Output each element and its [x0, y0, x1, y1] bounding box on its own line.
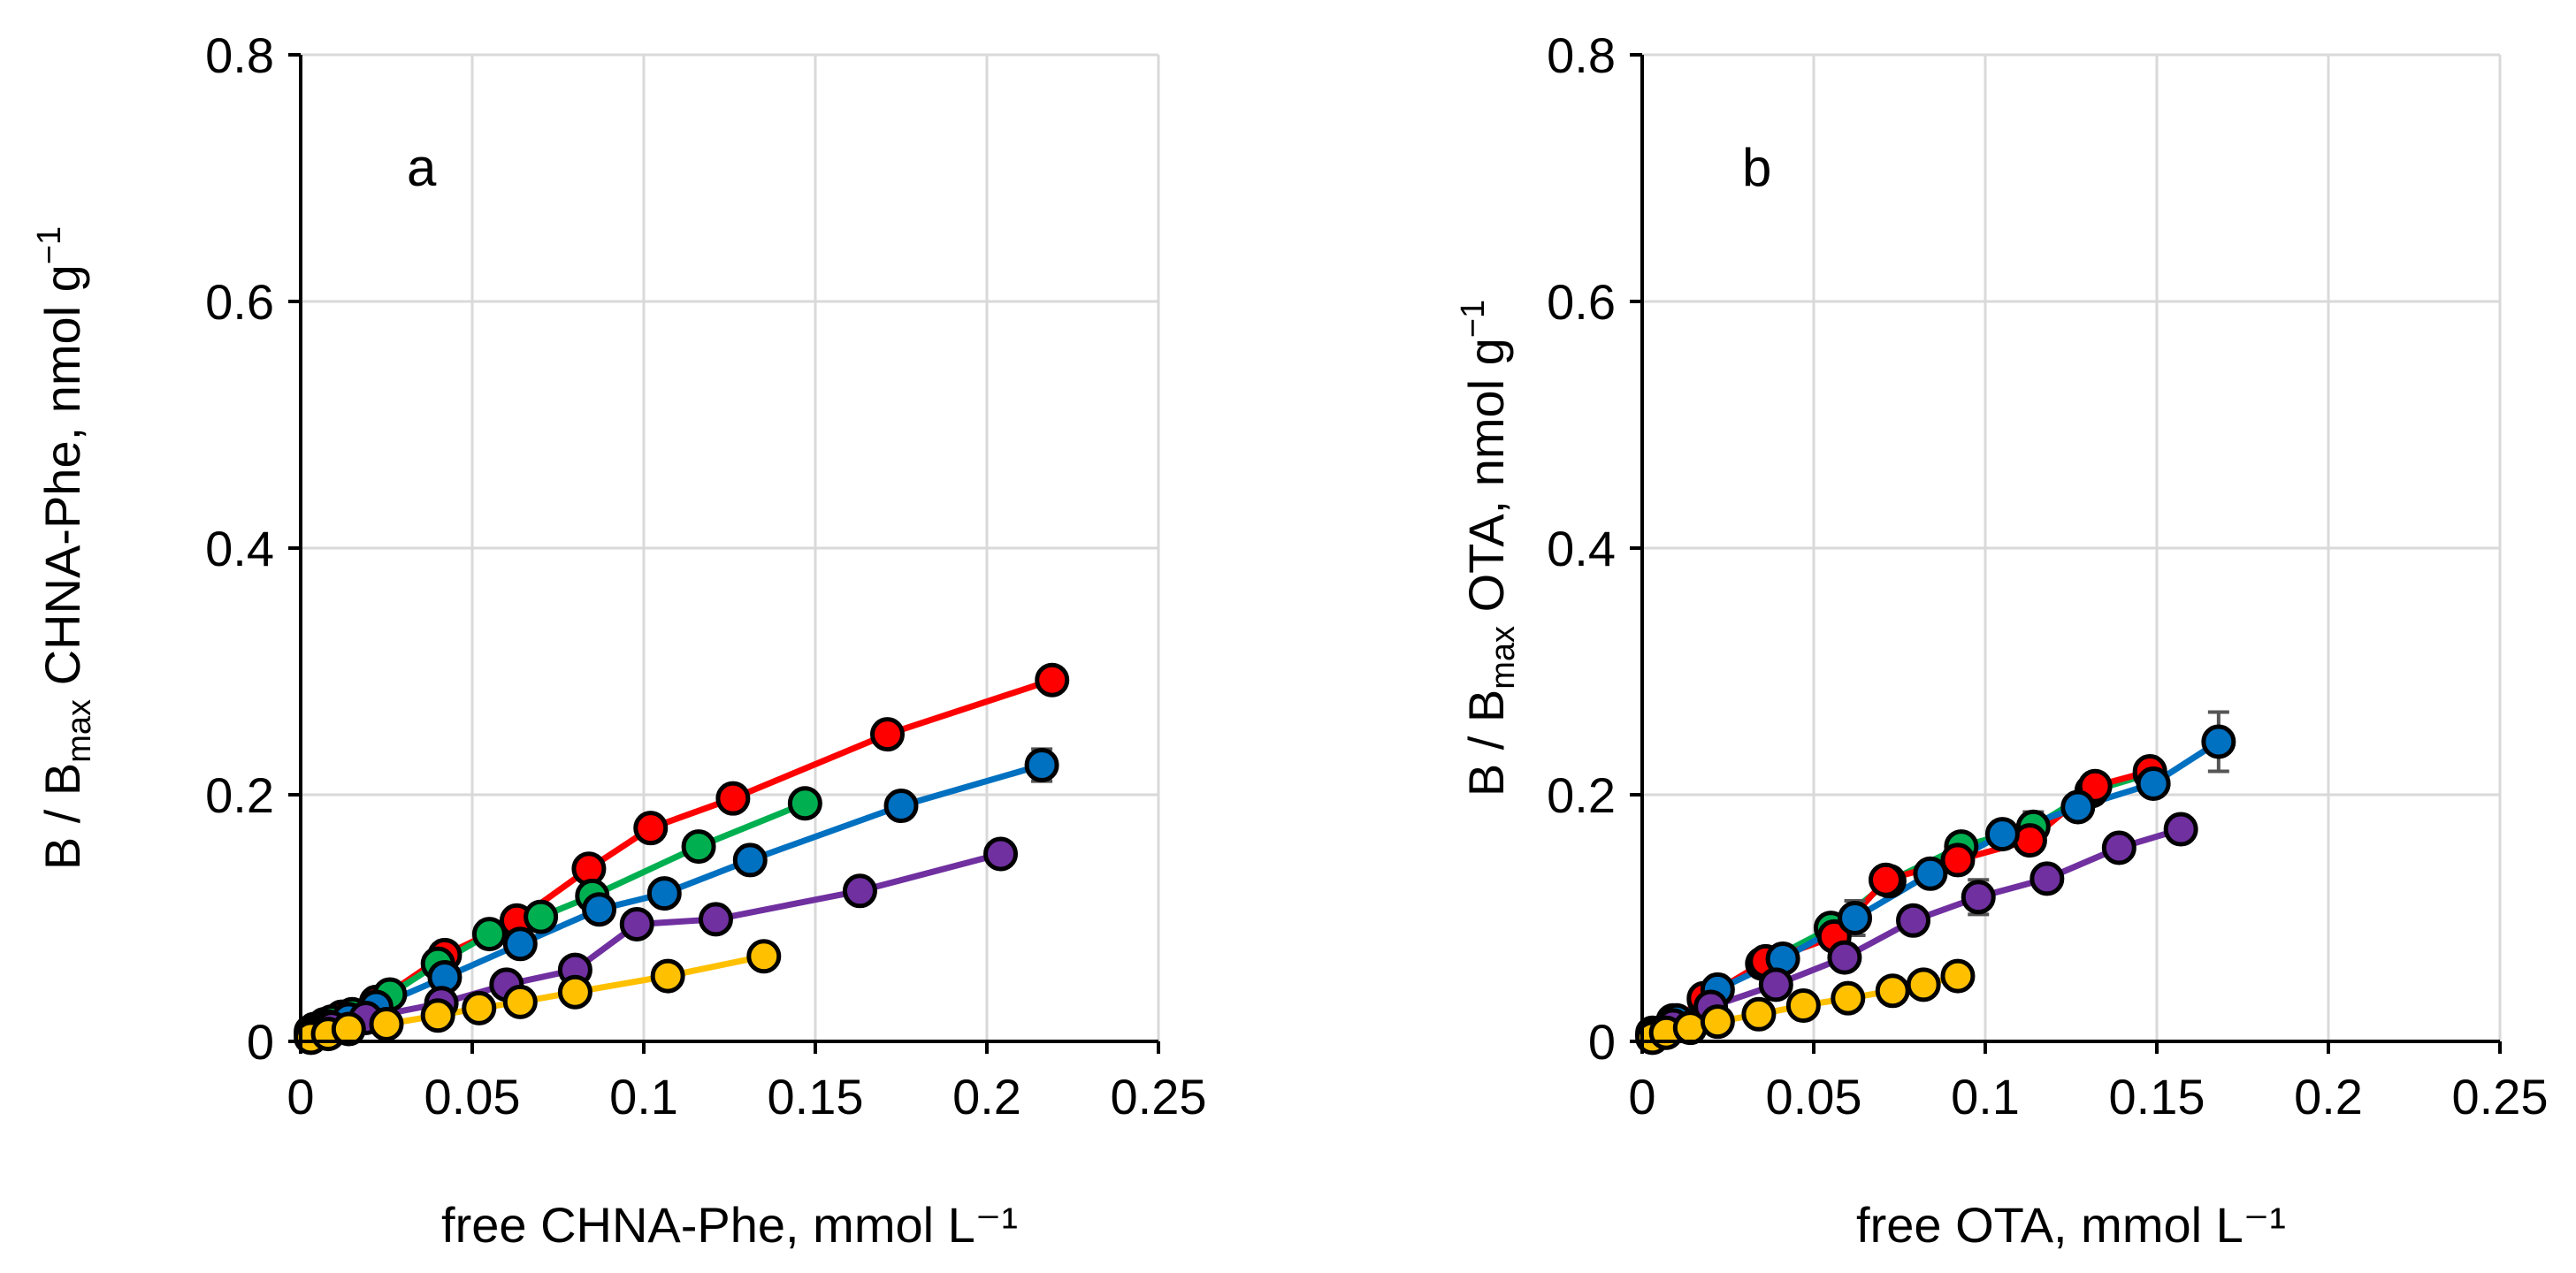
- panel-a-y-tick-label: 0.2: [205, 767, 274, 823]
- panel-a-tick-labels: 0 0.05 0.1 0.15 0.2 0.25 0 0.2 0.4 0.6 0.8: [205, 27, 1206, 1124]
- panel-a-x-tick-label: 0: [287, 1069, 314, 1124]
- panel-a-series-5-point: [502, 984, 538, 1019]
- panel-b-y-tick-label: 0.4: [1547, 521, 1616, 576]
- panel-a-series-3-point: [502, 926, 538, 962]
- panel-a-axes: [288, 53, 1160, 1054]
- panel-b-x-tick-label: 0: [1628, 1069, 1655, 1124]
- panel-a-series-3-point: [1024, 748, 1059, 783]
- panel-b-series-4-point: [2163, 812, 2198, 847]
- panel-a: 0 0.05 0.1 0.15 0.2 0.25 0 0.2 0.4 0.6 0.8 a free …: [31, 27, 1207, 1253]
- panel-a-series-5-point: [746, 939, 782, 974]
- panel-b-series-3-point: [2060, 789, 2096, 825]
- panel-a-series-5-point: [650, 958, 685, 994]
- panel-b-y-tick-label: 0.2: [1547, 767, 1616, 823]
- panel-b-y-tick-label: 0: [1588, 1014, 1616, 1070]
- panel-a-series-5-point: [420, 998, 455, 1033]
- panel-b-x-tick-label: 0.2: [2294, 1069, 2363, 1124]
- panel-a-series-2-point: [524, 899, 559, 934]
- panel-b-series-4-point: [1896, 903, 1931, 938]
- panel-b-series-4-point: [1758, 967, 1793, 1002]
- panel-b-series-5-point: [1875, 973, 1910, 1009]
- panel-b-series-4-point: [2101, 830, 2136, 865]
- panel-b-y-tick-label: 0.8: [1547, 27, 1616, 83]
- panel-b: 0 0.05 0.1 0.15 0.2 0.25 0 0.2 0.4 0.6 0.8 b free …: [1455, 27, 2549, 1253]
- panel-a-series-5-point: [369, 1006, 404, 1041]
- panel-a-x-tick-label: 0.25: [1111, 1069, 1207, 1124]
- panel-a-series-1-point: [715, 781, 751, 816]
- panel-b-axes: [1630, 53, 2502, 1054]
- panel-a-series-2-point: [471, 917, 507, 952]
- panel-a-x-tick-label: 0.15: [768, 1069, 864, 1124]
- panel-b-series-5-point: [1672, 1010, 1708, 1046]
- panel-a-series-5-point: [462, 990, 497, 1025]
- panel-a-series-4-point: [842, 873, 877, 909]
- panel-b-series-3-point: [2201, 724, 2236, 759]
- panel-a-series-3-point: [646, 876, 682, 911]
- panel-a-series-3-point: [582, 892, 617, 927]
- panel-b-y-axis-title: B / Bmax OTA, nmol g−1: [1455, 300, 1522, 797]
- panel-b-series-5-point: [1785, 988, 1821, 1024]
- panel-a-y-tick-label: 0.6: [205, 274, 274, 330]
- panel-a-y-tick-label: 0.8: [205, 27, 274, 83]
- panel-a-x-tick-label: 0.05: [424, 1069, 521, 1124]
- panel-b-series-3-point: [1913, 856, 1948, 891]
- panel-a-gridlines: [301, 53, 1160, 1041]
- panel-a-x-tick-label: 0.2: [952, 1069, 1021, 1124]
- panel-b-series-4-point: [1961, 880, 1996, 915]
- panel-a-x-tick-label: 0.1: [609, 1069, 678, 1124]
- panel-a-y-axis-title: B / Bmax CHNA-Phe, nmol g−1: [31, 226, 98, 870]
- panel-b-series-5-point: [1831, 980, 1866, 1016]
- panel-a-x-axis-title: free CHNA-Phe, mmol L⁻¹: [441, 1197, 1018, 1253]
- panel-a-series-3-point: [883, 789, 919, 824]
- panel-b-series-3-point: [1984, 817, 2020, 852]
- panel-a-series-4-point: [983, 836, 1019, 872]
- panel-b-x-tick-label: 0.15: [2109, 1069, 2205, 1124]
- panel-b-y-tick-label: 0.6: [1547, 274, 1616, 330]
- panel-b-x-tick-label: 0.05: [1766, 1069, 1862, 1124]
- panel-a-series-4-point: [619, 906, 654, 941]
- panel-a-series-2-point: [787, 786, 822, 821]
- panel-b-series-5-point: [1906, 967, 1941, 1002]
- panel-a-series-2-point: [681, 829, 716, 865]
- panel-b-label: b: [1742, 138, 1771, 197]
- panel-a-label: a: [407, 138, 437, 197]
- panel-b-series-3-point: [1838, 901, 1873, 935]
- panel-a-series-1-point: [869, 717, 905, 752]
- panel-b-series-5-point: [1700, 1004, 1735, 1040]
- panel-a-series-5-point: [331, 1011, 366, 1047]
- panel-b-data-points: [1635, 724, 2236, 1056]
- panel-b-series-5-point: [1940, 958, 1976, 994]
- panel-a-series-1-point: [1035, 662, 1070, 697]
- panel-b-series-2-point: [2012, 823, 2047, 858]
- panel-b-series-3-point: [2136, 766, 2171, 801]
- panel-b-series-2-point: [1940, 842, 1976, 878]
- panel-b-gridlines: [1642, 53, 2502, 1041]
- panel-b-x-tick-label: 0.25: [2452, 1069, 2549, 1124]
- panel-a-series-1-point: [633, 811, 669, 846]
- panel-a-series-3-point: [732, 842, 768, 878]
- panel-a-series-5-point: [557, 974, 592, 1010]
- panel-a-y-tick-label: 0.4: [205, 521, 274, 576]
- panel-b-series-5-point: [1741, 996, 1777, 1032]
- panel-b-x-axis-title: free OTA, mmol L⁻¹: [1856, 1197, 2286, 1253]
- panel-b-tick-labels: 0 0.05 0.1 0.15 0.2 0.25 0 0.2 0.4 0.6 0.8: [1547, 27, 2548, 1124]
- panel-b-series-2-point: [1868, 862, 1903, 897]
- panel-a-series-4-point: [698, 902, 733, 937]
- panel-b-series-4-point: [1827, 940, 1862, 975]
- panel-a-data-points: [294, 662, 1070, 1056]
- panel-a-y-tick-label: 0: [247, 1014, 274, 1070]
- panel-b-x-tick-label: 0.1: [1951, 1069, 2020, 1124]
- panel-b-series-4-point: [2029, 861, 2065, 896]
